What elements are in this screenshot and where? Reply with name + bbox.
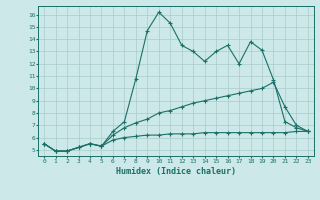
X-axis label: Humidex (Indice chaleur): Humidex (Indice chaleur) xyxy=(116,167,236,176)
